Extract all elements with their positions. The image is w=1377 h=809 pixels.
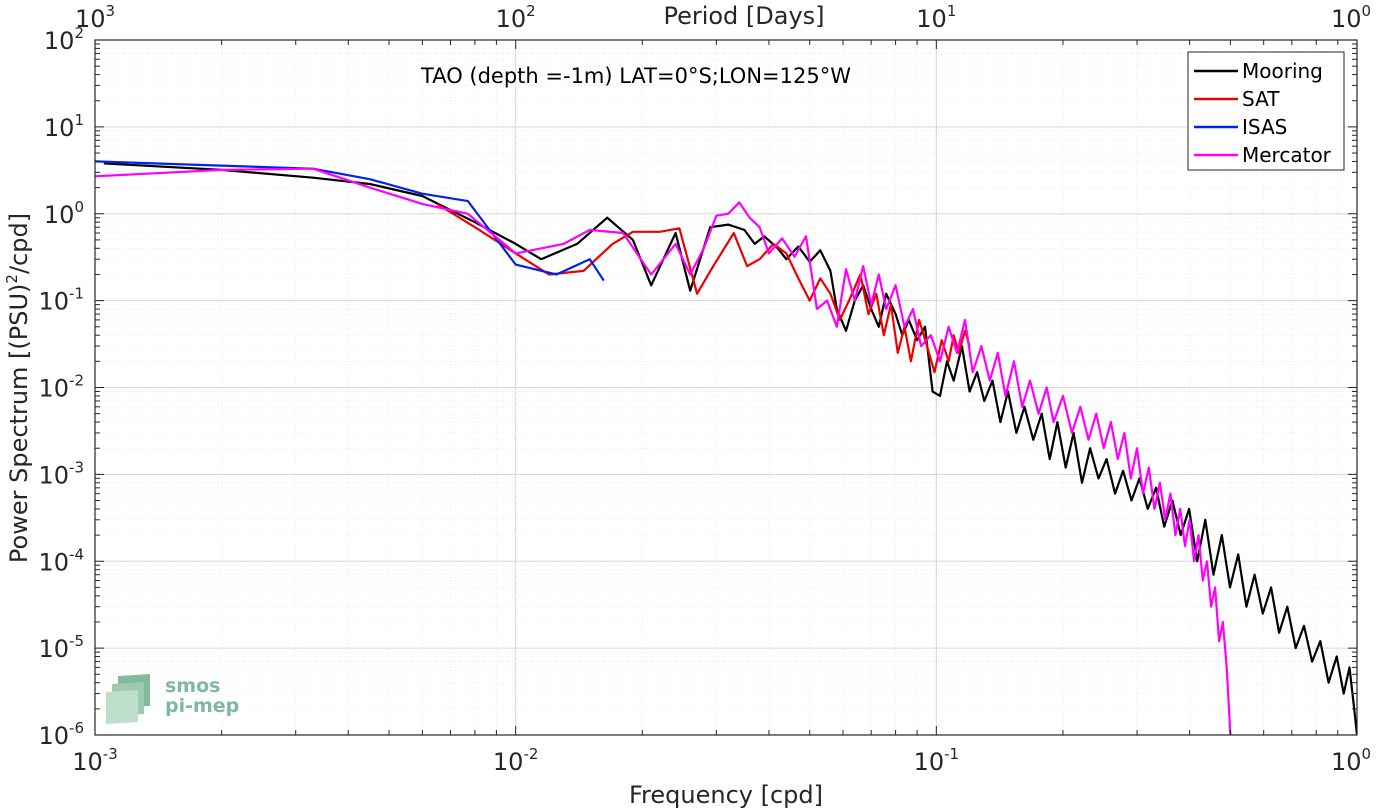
y-axis-title: Power Spectrum [(PSU)2/cpd] [3,213,33,563]
top-tick-label: 102 [496,2,536,33]
x-tick-label: 10-2 [493,745,539,776]
chart-title: TAO (depth =-1m) LAT=0°S;LON=125°W [420,64,851,88]
y-tick-label: 101 [44,111,84,142]
series-line-mooring [103,162,1357,735]
x-tick-label: 10-1 [914,745,960,776]
series-line-isas [95,160,605,282]
y-tick-label: 10-6 [38,719,84,750]
tick-marks [95,40,1357,736]
y-tick-label: 10-3 [38,458,84,489]
y-tick-label: 10-4 [38,545,84,576]
smos-pi-mep-logo: smos pi-mep [106,674,239,724]
legend: Mooring SAT ISAS Mercator [1187,51,1345,171]
series-line-sat [436,202,971,374]
x-axis-title: Frequency [cpd] [629,781,823,809]
y-tick-label: 10-1 [38,285,84,316]
y-tick-label: 10-5 [38,632,84,663]
legend-label-sat: SAT [1242,87,1280,111]
logo-text-line2: pi-mep [165,695,239,717]
y-tick-label: 102 [44,24,84,55]
grid [94,40,1357,736]
top-tick-label: 101 [916,2,956,33]
top-tick-label: 100 [1331,2,1371,33]
legend-label-mooring: Mooring [1242,59,1323,83]
y-tick-label: 100 [44,198,84,229]
x-tick-label: 100 [1331,745,1371,776]
logo-mark [106,674,150,724]
legend-label-isas: ISAS [1242,115,1287,139]
y-tick-label: 10-2 [38,372,84,403]
series-line-mercator [95,167,1232,735]
logo-text-line1: smos [165,675,220,697]
series-lines [95,160,1357,735]
legend-label-mercator: Mercator [1242,143,1332,167]
top-axis-title: Period [Days] [663,2,824,30]
x-tick-label: 10-3 [72,745,118,776]
top-tick-label: 103 [75,2,115,33]
